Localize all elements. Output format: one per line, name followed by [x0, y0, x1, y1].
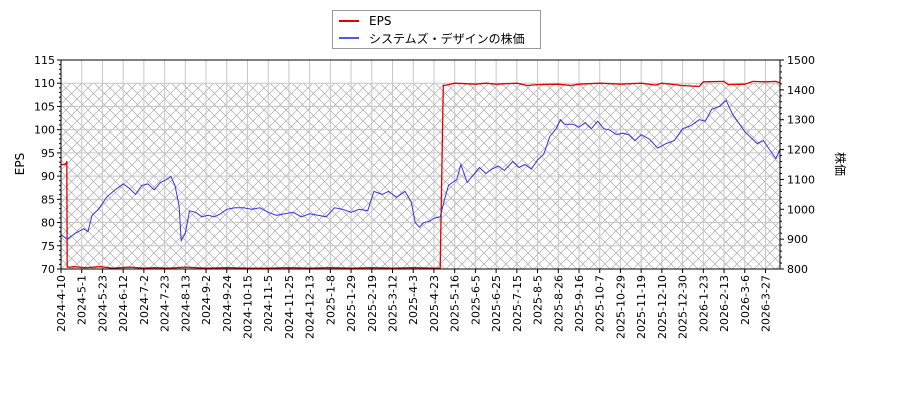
x-tick-label: 2024-7-23: [159, 275, 172, 332]
x-tick-label: 2026-1-23: [697, 275, 710, 332]
x-tick-label: 2025-4-3: [407, 275, 420, 325]
left-axis-title: EPS: [13, 153, 27, 175]
left-tick-label: 100: [34, 124, 55, 137]
x-tick-label: 2025-10-7: [594, 275, 607, 332]
x-tick-label: 2024-10-15: [241, 275, 254, 339]
right-tick-label: 1300: [787, 114, 815, 127]
x-tick-label: 2025-1-8: [324, 275, 337, 325]
legend-swatch-red: [339, 20, 359, 22]
left-y-axis: 70 75 80 85 90 95 100 105 110 115: [34, 54, 61, 276]
x-tick-label: 2024-9-2: [200, 275, 213, 325]
x-axis: 2024-4-10 2024-5-1 2024-5-23 2024-6-12 2024-…: [55, 269, 772, 339]
x-tick-label: 2026-3-6: [739, 275, 752, 325]
x-tick-label: 2024-5-1: [76, 275, 89, 325]
x-tick-label: 2025-12-30: [677, 275, 690, 339]
x-tick-label: 2025-10-29: [614, 275, 627, 339]
plot-frame: [60, 59, 781, 270]
x-tick-label: 2024-8-13: [179, 275, 192, 332]
right-tick-label: 1000: [787, 203, 815, 216]
left-tick-label: 105: [34, 100, 55, 113]
x-tick-label: 2025-1-29: [345, 275, 358, 332]
legend-label: EPS: [369, 14, 392, 28]
x-tick-label: 2025-6-5: [469, 275, 482, 325]
x-tick-label: 2024-9-24: [221, 275, 234, 332]
right-tick-label: 800: [787, 263, 808, 276]
x-tick-label: 2025-5-16: [449, 275, 462, 332]
x-tick-label: 2025-7-15: [511, 275, 524, 332]
left-tick-label: 110: [34, 77, 55, 90]
series-lines: [61, 80, 780, 269]
legend: EPS システムズ・デザインの株価: [332, 10, 541, 49]
eps-line: [61, 80, 780, 269]
x-tick-label: 2024-6-12: [117, 275, 130, 332]
x-tick-label: 2024-4-10: [55, 275, 68, 332]
legend-item-eps: EPS: [339, 13, 391, 29]
x-tick-label: 2025-2-19: [366, 275, 379, 332]
x-tick-label: 2024-11-25: [283, 275, 296, 339]
x-tick-label: 2024-11-5: [262, 275, 275, 332]
right-tick-label: 900: [787, 233, 808, 246]
legend-label: システムズ・デザインの株価: [369, 31, 525, 46]
right-tick-label: 1100: [787, 173, 815, 186]
left-tick-label: 85: [41, 193, 55, 206]
legend-item-stock-price: システムズ・デザインの株価: [339, 30, 525, 46]
x-tick-label: 2025-6-25: [490, 275, 503, 332]
x-tick-label: 2026-2-13: [718, 275, 731, 332]
right-tick-label: 1400: [787, 84, 815, 97]
x-tick-label: 2025-8-26: [552, 275, 565, 332]
left-tick-label: 70: [41, 263, 55, 276]
x-tick-label: 2025-11-19: [635, 275, 648, 339]
right-tick-label: 1200: [787, 144, 815, 157]
left-tick-label: 75: [41, 240, 55, 253]
x-tick-label: 2025-12-10: [656, 275, 669, 339]
stock-price-line: [61, 99, 780, 243]
right-y-axis: 800 900 1000 1100 1200 1300 1400 1500: [780, 54, 815, 276]
right-tick-label: 1500: [787, 54, 815, 67]
left-tick-label: 115: [34, 54, 55, 67]
x-tick-label: 2024-12-13: [304, 275, 317, 339]
x-tick-label: 2024-7-2: [138, 275, 151, 325]
legend-swatch-blue: [339, 37, 359, 39]
x-tick-label: 2025-9-16: [573, 275, 586, 332]
x-tick-label: 2024-5-23: [96, 275, 109, 332]
left-tick-label: 90: [41, 170, 55, 183]
x-tick-label: 2025-8-5: [532, 275, 545, 325]
right-axis-title: 株価: [833, 152, 848, 176]
x-tick-label: 2026-3-27: [759, 275, 772, 332]
x-tick-label: 2025-4-23: [428, 275, 441, 332]
x-tick-label: 2025-3-12: [387, 275, 400, 332]
left-tick-label: 80: [41, 217, 55, 230]
left-tick-label: 95: [41, 147, 55, 160]
